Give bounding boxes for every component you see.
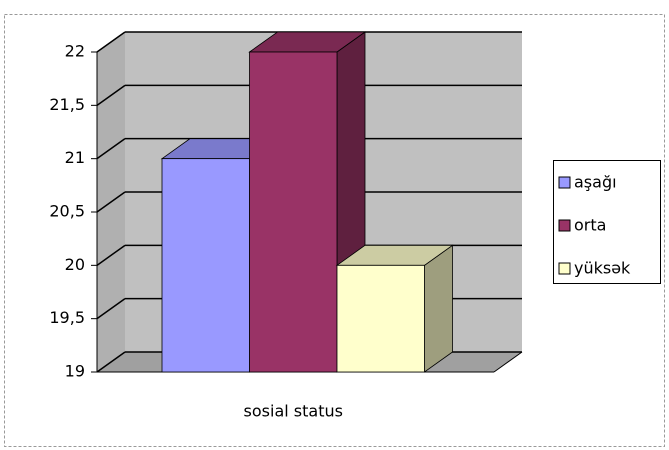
bar [336,264,425,373]
y-tick-label: 22 [65,42,85,61]
bar [161,158,250,373]
bar-side [424,244,453,373]
legend-swatch [558,262,571,275]
grid-line-side [96,138,126,160]
x-axis-depth [493,351,523,373]
grid-line-side [96,191,126,213]
grid-line-side [96,244,126,266]
legend-label: orta [574,216,606,235]
legend-swatch [558,176,571,189]
legend-label: aşağı [574,173,617,192]
x-tick-label: sosial status [244,402,343,421]
legend-swatch [558,219,571,232]
y-tick-label: 20,5 [49,202,85,221]
bar [249,51,338,373]
grid-line-side [96,84,126,106]
y-tick-label: 20 [65,255,85,274]
y-tick-label: 19,5 [49,308,85,327]
grid-line-side [96,351,126,373]
y-tick-label: 21,5 [49,95,85,114]
legend-label: yüksək [574,259,631,278]
grid-line-side [96,31,126,53]
y-tick-label: 21 [65,148,85,167]
grid-line-side [96,298,126,320]
legend [553,160,661,284]
y-tick-label: 19 [65,362,85,381]
